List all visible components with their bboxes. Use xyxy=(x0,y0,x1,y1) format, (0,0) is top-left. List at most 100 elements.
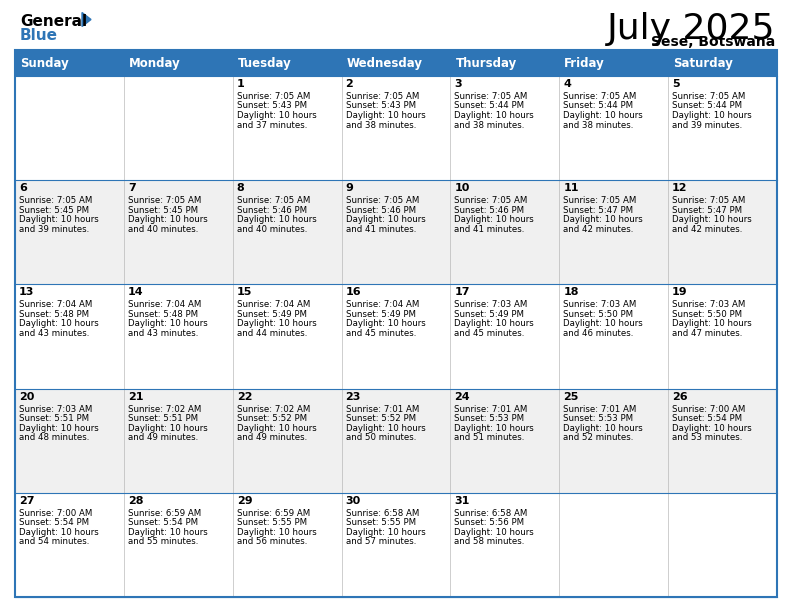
Text: Sunrise: 7:05 AM: Sunrise: 7:05 AM xyxy=(672,196,745,205)
Text: Sunrise: 6:59 AM: Sunrise: 6:59 AM xyxy=(237,509,310,518)
Text: Sunset: 5:46 PM: Sunset: 5:46 PM xyxy=(345,206,416,215)
Text: Sunset: 5:46 PM: Sunset: 5:46 PM xyxy=(237,206,307,215)
Text: and 41 minutes.: and 41 minutes. xyxy=(345,225,416,234)
Text: 16: 16 xyxy=(345,288,361,297)
Text: Sunrise: 7:04 AM: Sunrise: 7:04 AM xyxy=(128,300,201,310)
Text: Sunset: 5:48 PM: Sunset: 5:48 PM xyxy=(128,310,198,319)
Text: 30: 30 xyxy=(345,496,361,506)
Text: and 43 minutes.: and 43 minutes. xyxy=(128,329,198,338)
Text: Sunset: 5:53 PM: Sunset: 5:53 PM xyxy=(563,414,634,423)
Text: and 54 minutes.: and 54 minutes. xyxy=(19,537,89,547)
Text: and 46 minutes.: and 46 minutes. xyxy=(563,329,634,338)
Text: 19: 19 xyxy=(672,288,687,297)
Polygon shape xyxy=(82,12,91,26)
Text: Sunrise: 6:59 AM: Sunrise: 6:59 AM xyxy=(128,509,201,518)
Text: Daylight: 10 hours: Daylight: 10 hours xyxy=(672,111,752,120)
Text: Sunset: 5:52 PM: Sunset: 5:52 PM xyxy=(237,414,307,423)
Text: and 37 minutes.: and 37 minutes. xyxy=(237,121,307,130)
Text: Daylight: 10 hours: Daylight: 10 hours xyxy=(237,319,317,329)
Text: Daylight: 10 hours: Daylight: 10 hours xyxy=(345,528,425,537)
Text: and 41 minutes.: and 41 minutes. xyxy=(455,225,525,234)
Text: Daylight: 10 hours: Daylight: 10 hours xyxy=(455,528,534,537)
Text: Daylight: 10 hours: Daylight: 10 hours xyxy=(345,215,425,224)
Text: 11: 11 xyxy=(563,183,579,193)
Text: Sunrise: 7:03 AM: Sunrise: 7:03 AM xyxy=(563,300,637,310)
Bar xyxy=(559,50,668,76)
Text: Sunset: 5:44 PM: Sunset: 5:44 PM xyxy=(563,102,634,111)
Text: Daylight: 10 hours: Daylight: 10 hours xyxy=(455,215,534,224)
Text: Sunset: 5:54 PM: Sunset: 5:54 PM xyxy=(128,518,198,528)
Text: and 42 minutes.: and 42 minutes. xyxy=(672,225,743,234)
Bar xyxy=(233,50,341,76)
Text: Sunset: 5:51 PM: Sunset: 5:51 PM xyxy=(19,414,89,423)
Text: and 55 minutes.: and 55 minutes. xyxy=(128,537,198,547)
Text: Daylight: 10 hours: Daylight: 10 hours xyxy=(345,424,425,433)
Text: 17: 17 xyxy=(455,288,470,297)
Text: July 2025: July 2025 xyxy=(607,12,775,46)
Text: Sunset: 5:49 PM: Sunset: 5:49 PM xyxy=(237,310,307,319)
Text: 28: 28 xyxy=(128,496,143,506)
Text: 29: 29 xyxy=(237,496,253,506)
Text: and 48 minutes.: and 48 minutes. xyxy=(19,433,89,442)
Text: and 56 minutes.: and 56 minutes. xyxy=(237,537,307,547)
Text: Sunrise: 7:00 AM: Sunrise: 7:00 AM xyxy=(672,405,745,414)
Text: 10: 10 xyxy=(455,183,470,193)
Bar xyxy=(451,50,559,76)
Text: and 45 minutes.: and 45 minutes. xyxy=(345,329,416,338)
Text: Sunrise: 7:02 AM: Sunrise: 7:02 AM xyxy=(128,405,201,414)
Text: 8: 8 xyxy=(237,183,245,193)
Text: 4: 4 xyxy=(563,79,571,89)
Text: Sunrise: 7:05 AM: Sunrise: 7:05 AM xyxy=(19,196,93,205)
Bar xyxy=(668,50,777,76)
Text: Sunset: 5:56 PM: Sunset: 5:56 PM xyxy=(455,518,524,528)
Text: and 43 minutes.: and 43 minutes. xyxy=(19,329,89,338)
Text: Daylight: 10 hours: Daylight: 10 hours xyxy=(128,215,208,224)
Text: Daylight: 10 hours: Daylight: 10 hours xyxy=(672,424,752,433)
Text: Friday: Friday xyxy=(564,56,605,70)
Text: Sunrise: 7:05 AM: Sunrise: 7:05 AM xyxy=(455,92,527,101)
Text: Daylight: 10 hours: Daylight: 10 hours xyxy=(19,424,99,433)
Text: Daylight: 10 hours: Daylight: 10 hours xyxy=(237,111,317,120)
Text: Daylight: 10 hours: Daylight: 10 hours xyxy=(237,528,317,537)
Text: Daylight: 10 hours: Daylight: 10 hours xyxy=(672,319,752,329)
Text: 21: 21 xyxy=(128,392,143,401)
Text: Sunset: 5:54 PM: Sunset: 5:54 PM xyxy=(672,414,742,423)
Text: Sunrise: 7:05 AM: Sunrise: 7:05 AM xyxy=(455,196,527,205)
Text: 13: 13 xyxy=(19,288,34,297)
Text: Blue: Blue xyxy=(20,28,58,43)
Text: Daylight: 10 hours: Daylight: 10 hours xyxy=(128,319,208,329)
Text: Sunrise: 7:04 AM: Sunrise: 7:04 AM xyxy=(237,300,310,310)
Text: Daylight: 10 hours: Daylight: 10 hours xyxy=(455,111,534,120)
Text: Sunrise: 7:05 AM: Sunrise: 7:05 AM xyxy=(237,92,310,101)
Text: Sunset: 5:51 PM: Sunset: 5:51 PM xyxy=(128,414,198,423)
Text: Daylight: 10 hours: Daylight: 10 hours xyxy=(455,319,534,329)
Bar xyxy=(341,50,451,76)
Text: Tuesday: Tuesday xyxy=(238,56,291,70)
Text: Sunrise: 6:58 AM: Sunrise: 6:58 AM xyxy=(455,509,527,518)
Bar xyxy=(15,180,777,285)
Text: General: General xyxy=(20,14,87,29)
Text: Daylight: 10 hours: Daylight: 10 hours xyxy=(345,111,425,120)
Text: 26: 26 xyxy=(672,392,687,401)
Text: Sunrise: 7:05 AM: Sunrise: 7:05 AM xyxy=(345,196,419,205)
Text: Sunday: Sunday xyxy=(20,56,69,70)
Text: and 39 minutes.: and 39 minutes. xyxy=(19,225,89,234)
Text: Daylight: 10 hours: Daylight: 10 hours xyxy=(128,424,208,433)
Text: Daylight: 10 hours: Daylight: 10 hours xyxy=(563,111,643,120)
Text: Sunrise: 6:58 AM: Sunrise: 6:58 AM xyxy=(345,509,419,518)
Text: 9: 9 xyxy=(345,183,353,193)
Text: Sunrise: 7:03 AM: Sunrise: 7:03 AM xyxy=(19,405,93,414)
Text: 18: 18 xyxy=(563,288,579,297)
Text: and 40 minutes.: and 40 minutes. xyxy=(128,225,198,234)
Text: 27: 27 xyxy=(19,496,35,506)
Text: Sunrise: 7:05 AM: Sunrise: 7:05 AM xyxy=(563,92,637,101)
Text: and 38 minutes.: and 38 minutes. xyxy=(345,121,416,130)
Text: Sunset: 5:48 PM: Sunset: 5:48 PM xyxy=(19,310,89,319)
Text: and 52 minutes.: and 52 minutes. xyxy=(563,433,634,442)
Text: Sunrise: 7:00 AM: Sunrise: 7:00 AM xyxy=(19,509,93,518)
Text: 31: 31 xyxy=(455,496,470,506)
Text: Sunrise: 7:02 AM: Sunrise: 7:02 AM xyxy=(237,405,310,414)
Text: Sunrise: 7:01 AM: Sunrise: 7:01 AM xyxy=(345,405,419,414)
Bar xyxy=(15,50,777,597)
Text: 2: 2 xyxy=(345,79,353,89)
